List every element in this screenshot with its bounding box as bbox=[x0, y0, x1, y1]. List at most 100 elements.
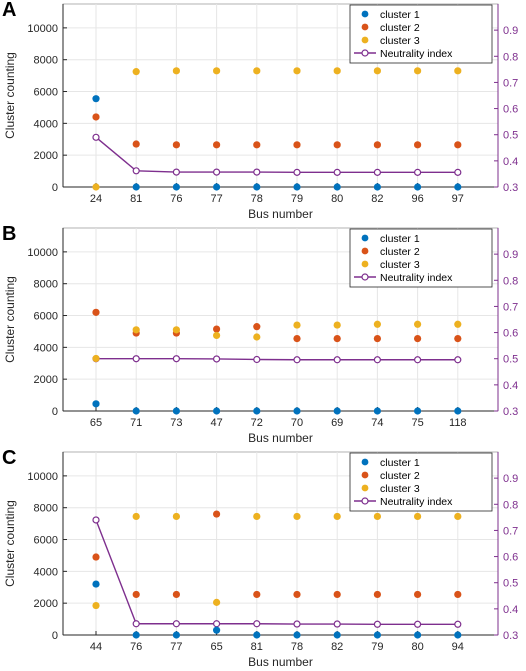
legend-marker bbox=[361, 23, 369, 31]
x-tick-label: 76 bbox=[170, 193, 182, 205]
y2-tick-label: 0.3 bbox=[503, 630, 518, 642]
neutrality-index-point bbox=[333, 620, 341, 628]
y2-tick-label: 0.3 bbox=[503, 182, 518, 194]
neutrality-index-point bbox=[213, 355, 221, 363]
legend-marker bbox=[361, 260, 369, 268]
cluster-2-point bbox=[373, 590, 381, 599]
legend-label: cluster 3 bbox=[380, 259, 420, 271]
cluster-3-point bbox=[132, 326, 140, 334]
neutrality-index-point bbox=[92, 133, 100, 141]
cluster-1-point bbox=[213, 407, 221, 415]
legend-label: cluster 3 bbox=[380, 35, 420, 47]
x-tick-label: 44 bbox=[90, 641, 102, 653]
cluster-1-point bbox=[454, 183, 462, 191]
y2-tick-label: 0.5 bbox=[503, 130, 518, 142]
cluster-3-point bbox=[92, 601, 100, 610]
x-tick-label: 82 bbox=[371, 193, 383, 205]
cluster-1-point bbox=[172, 183, 180, 191]
legend-label: Neutrality index bbox=[380, 496, 453, 508]
cluster-2-point bbox=[414, 334, 422, 343]
legend-marker bbox=[361, 471, 369, 479]
neutrality-index-point bbox=[132, 355, 140, 363]
y2-tick-label: 0.6 bbox=[503, 328, 518, 340]
cluster-1-point bbox=[293, 631, 301, 639]
legend-marker bbox=[361, 247, 369, 255]
cluster-1-point bbox=[454, 631, 462, 639]
y-tick-label: 8000 bbox=[34, 279, 58, 291]
cluster-3-point bbox=[293, 512, 301, 521]
y2-tick-label: 0.9 bbox=[503, 25, 518, 37]
cluster-1-point bbox=[333, 183, 341, 191]
panel-label: A bbox=[2, 0, 16, 21]
y-tick-label: 2000 bbox=[34, 150, 58, 162]
cluster-3-point bbox=[172, 67, 180, 75]
cluster-2-point bbox=[293, 141, 301, 149]
cluster-1-point bbox=[293, 407, 301, 415]
cluster-3-point bbox=[213, 598, 221, 606]
cluster-2-point bbox=[333, 141, 341, 149]
y2-tick-label: 0.8 bbox=[503, 275, 518, 287]
cluster-2-point bbox=[213, 510, 221, 518]
neutrality-index-line bbox=[96, 358, 458, 361]
y-tick-label: 6000 bbox=[34, 311, 58, 323]
legend-marker bbox=[361, 10, 369, 18]
cluster-3-point bbox=[373, 67, 381, 75]
y2-tick-label: 0.4 bbox=[503, 380, 518, 392]
y-tick-label: 0 bbox=[52, 406, 58, 418]
y2-tick-label: 0.6 bbox=[503, 552, 518, 564]
x-tick-label: 73 bbox=[170, 417, 182, 429]
cluster-2-point bbox=[454, 334, 462, 343]
x-tick-label: 80 bbox=[331, 193, 343, 205]
cluster-3-point bbox=[92, 183, 100, 191]
neutrality-index-point bbox=[132, 620, 140, 628]
cluster-3-point bbox=[333, 67, 341, 75]
cluster-3-point bbox=[132, 68, 140, 76]
cluster-3-point bbox=[293, 321, 301, 329]
y-tick-label: 6000 bbox=[34, 535, 58, 547]
cluster-2-point bbox=[454, 590, 462, 599]
y-tick-label: 0 bbox=[52, 182, 58, 194]
neutrality-index-point bbox=[333, 356, 341, 364]
cluster-2-point bbox=[92, 553, 100, 561]
cluster-3-point bbox=[132, 512, 140, 521]
cluster-2-point bbox=[253, 590, 261, 599]
y2-tick-label: 0.5 bbox=[503, 354, 518, 366]
x-tick-label: 71 bbox=[130, 417, 142, 429]
cluster-2-point bbox=[414, 590, 422, 599]
neutrality-index-point bbox=[92, 516, 100, 524]
legend-label: cluster 1 bbox=[380, 233, 420, 245]
panel-label: B bbox=[2, 223, 16, 245]
cluster-1-point bbox=[213, 183, 221, 191]
cluster-3-point bbox=[454, 512, 462, 521]
cluster-3-point bbox=[213, 67, 221, 75]
cluster-1-point bbox=[373, 183, 381, 191]
x-tick-label: 118 bbox=[449, 417, 467, 429]
y-tick-label: 10000 bbox=[27, 471, 58, 483]
cluster-1-point bbox=[414, 407, 422, 415]
x-tick-label: 47 bbox=[210, 417, 222, 429]
y-tick-label: 4000 bbox=[34, 342, 58, 354]
cluster-2-point bbox=[454, 141, 462, 149]
cluster-1-point bbox=[373, 407, 381, 415]
cluster-3-point bbox=[373, 512, 381, 521]
neutrality-index-point bbox=[172, 620, 180, 628]
cluster-2-point bbox=[172, 590, 180, 599]
x-tick-label: 79 bbox=[291, 193, 303, 205]
cluster-1-point bbox=[132, 183, 140, 191]
neutrality-index-point bbox=[253, 355, 261, 364]
y-tick-label: 8000 bbox=[34, 503, 58, 515]
legend-label: cluster 1 bbox=[380, 457, 420, 469]
x-tick-label: 77 bbox=[170, 641, 182, 653]
y2-tick-label: 0.6 bbox=[503, 104, 518, 116]
cluster-1-point bbox=[293, 183, 301, 191]
cluster-3-point bbox=[333, 512, 341, 521]
y2-tick-label: 0.8 bbox=[503, 51, 518, 63]
y2-tick-label: 0.4 bbox=[503, 156, 518, 168]
y2-tick-label: 0.9 bbox=[503, 249, 518, 261]
cluster-1-point bbox=[253, 183, 261, 191]
x-tick-label: 74 bbox=[371, 417, 383, 429]
cluster-3-point bbox=[373, 320, 381, 328]
x-tick-label: 97 bbox=[452, 193, 464, 205]
legend-label: cluster 2 bbox=[380, 246, 420, 258]
